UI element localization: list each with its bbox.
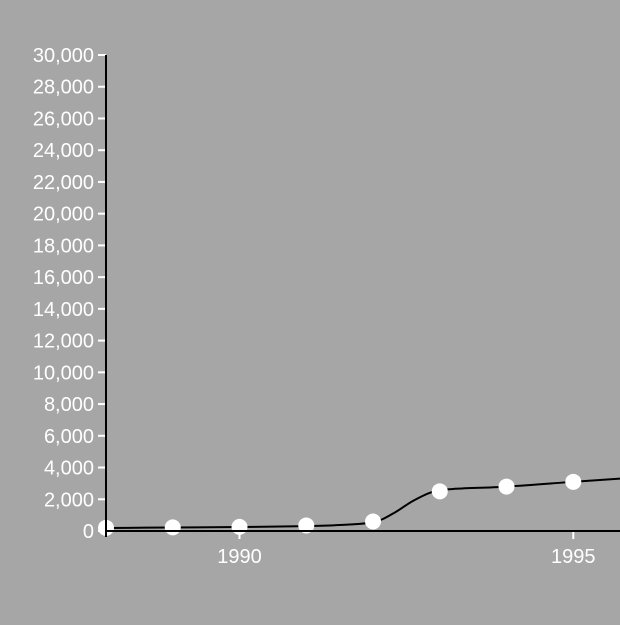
y-tick-label: 18,000 xyxy=(33,235,94,257)
data-point xyxy=(498,478,515,495)
y-axis-ticks: 0 2,000 4,000 6,000 8,000 10,000 12,000 14,000 1… xyxy=(33,45,106,543)
data-point xyxy=(298,517,315,534)
y-tick-label: 6,000 xyxy=(44,426,94,448)
data-point xyxy=(231,518,248,535)
x-tick-label: 1990 xyxy=(217,546,262,568)
y-tick-label: 22,000 xyxy=(33,172,94,194)
y-tick-label: 16,000 xyxy=(33,267,94,289)
x-tick-label: 1995 xyxy=(551,546,596,568)
y-tick-label: 20,000 xyxy=(33,204,94,226)
y-tick-label: 30,000 xyxy=(33,45,94,67)
y-tick-label: 4,000 xyxy=(44,458,94,480)
y-tick-label: 28,000 xyxy=(33,77,94,99)
y-tick-label: 2,000 xyxy=(44,489,94,511)
y-tick-label: 12,000 xyxy=(33,331,94,353)
x-axis-ticks: 1990 1995 xyxy=(217,531,596,568)
y-tick-label: 24,000 xyxy=(33,140,94,162)
y-tick-label: 10,000 xyxy=(33,362,94,384)
y-tick-label: 14,000 xyxy=(33,299,94,321)
data-point xyxy=(365,513,382,530)
y-tick-label: 26,000 xyxy=(33,108,94,130)
data-point xyxy=(431,483,448,500)
data-point xyxy=(565,473,582,490)
y-tick-label: 0 xyxy=(83,521,94,543)
data-point xyxy=(164,519,181,536)
y-tick-label: 8,000 xyxy=(44,394,94,416)
